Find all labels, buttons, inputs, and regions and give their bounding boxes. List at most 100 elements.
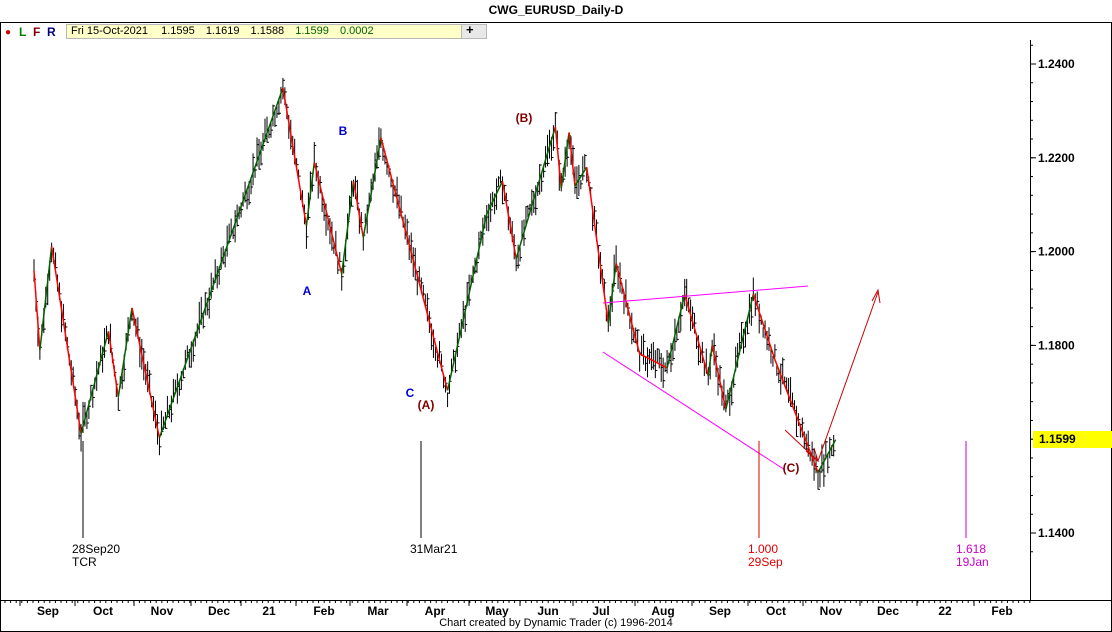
- swing-line: [39, 246, 53, 351]
- x-tick-label: Oct: [93, 604, 113, 618]
- swing-line: [585, 167, 610, 324]
- price-bars: [33, 77, 836, 490]
- readout-low: 1.1588: [250, 25, 285, 37]
- x-tick-label: Nov: [820, 604, 843, 618]
- date-label-29sep: 29Sep: [748, 555, 783, 569]
- x-tick-label: May: [485, 604, 509, 618]
- swing-line: [554, 126, 562, 189]
- time-axis: Sep Oct Nov Dec 21 Feb Mar Apr May Jun Jul Aug Sep Oc…: [4, 600, 1031, 618]
- toolbar: ● L F R: [0, 22, 1112, 40]
- price-axis-divider: [1030, 40, 1031, 600]
- swing-line: [574, 166, 588, 187]
- x-tick-label: Feb: [313, 604, 334, 618]
- x-tick-label: Mar: [367, 604, 389, 618]
- swing-line: [446, 213, 488, 391]
- swing-lines: [33, 87, 837, 473]
- projection-path: [784, 291, 879, 462]
- toolbar-f-button[interactable]: F: [33, 25, 41, 39]
- current-price-tag: 1.1599: [1033, 431, 1112, 448]
- y-tick-label: 1.2400: [1038, 57, 1075, 71]
- x-tick-label: 22: [938, 604, 952, 618]
- toolbar-r-button[interactable]: R: [47, 25, 56, 39]
- swing-line: [80, 331, 110, 434]
- date-label-19jan: 19Jan: [956, 555, 989, 569]
- swing-line: [33, 270, 41, 351]
- date-label-28sep20: 28Sep20: [72, 542, 120, 556]
- readout-high: 1.1619: [205, 25, 240, 37]
- swing-line: [131, 307, 161, 438]
- x-tick-label: Oct: [766, 604, 786, 618]
- swing-line: [282, 87, 308, 226]
- wave-label-big-c: (C): [783, 461, 800, 475]
- swing-line: [380, 137, 449, 391]
- swing-line: [683, 294, 709, 377]
- swing-line: [568, 132, 576, 187]
- lower-trendline: [602, 351, 786, 471]
- status-dot-icon[interactable]: ●: [5, 27, 12, 38]
- swing-line: [817, 439, 837, 473]
- swing-line: [107, 331, 120, 398]
- swing-line: [486, 180, 504, 215]
- upper-trendline: [602, 285, 809, 304]
- swing-line: [711, 345, 727, 410]
- chart-title: CWG_EURUSD_Daily-D: [488, 3, 624, 17]
- bar-readout: Fri 15-Oct-2021 1.1595 1.1619 1.1588 1.1…: [66, 24, 463, 39]
- swing-line: [666, 294, 686, 369]
- swing-line: [639, 353, 668, 369]
- projection-arrowhead-high: [871, 288, 881, 304]
- swing-line: [752, 294, 776, 360]
- swing-line: [501, 181, 517, 259]
- x-tick-label: Apr: [425, 604, 446, 618]
- y-tick-label: 1.1400: [1038, 526, 1075, 540]
- wave-label-c: C: [406, 386, 415, 400]
- x-tick-label: Dec: [877, 604, 899, 618]
- time-axis-divider: [0, 600, 1112, 601]
- wave-label-big-b: (B): [516, 111, 533, 125]
- swing-line: [707, 345, 713, 376]
- x-tick-label: 21: [262, 604, 276, 618]
- readout-close: 1.1599: [295, 25, 329, 37]
- swing-line: [305, 162, 316, 226]
- title-bar: CWG_EURUSD_Daily-D: [0, 0, 1112, 23]
- swing-line: [560, 132, 570, 189]
- swing-line: [352, 181, 365, 238]
- swing-line: [607, 263, 617, 324]
- swing-line: [158, 87, 284, 439]
- swing-line: [117, 307, 133, 398]
- tcr-label: TCR: [72, 555, 97, 569]
- y-tick-label: 1.1800: [1038, 338, 1075, 352]
- swing-line: [362, 171, 376, 238]
- x-tick-label: Feb: [991, 604, 1012, 618]
- x-tick-label: Dec: [208, 604, 230, 618]
- x-tick-label: Sep: [37, 604, 59, 618]
- ratio-label-1000: 1.000: [748, 542, 778, 556]
- add-icon[interactable]: +: [466, 22, 474, 37]
- readout-date: Fri 15-Oct-2021: [71, 25, 149, 37]
- projection-arrowhead-low: [805, 447, 819, 463]
- x-tick-label: Jun: [537, 604, 558, 618]
- y-tick-label: 1.2000: [1038, 245, 1075, 259]
- swing-line: [313, 162, 343, 275]
- x-tick-label: Sep: [709, 604, 731, 618]
- toolbar-l-button[interactable]: L: [19, 25, 27, 39]
- swing-line: [50, 246, 82, 434]
- wave-label-b: B: [339, 124, 348, 138]
- date-label-31mar21: 31Mar21: [410, 542, 458, 556]
- chart-credit: Chart created by Dynamic Trader (c) 1996…: [439, 617, 673, 629]
- readout-end-button[interactable]: [461, 24, 487, 39]
- ratio-label-1618: 1.618: [956, 542, 986, 556]
- y-tick-label: 1.2200: [1038, 151, 1075, 165]
- swing-line: [515, 126, 557, 259]
- x-tick-label: Aug: [651, 604, 674, 618]
- wave-label-a: A: [303, 284, 312, 298]
- swing-line: [374, 137, 382, 172]
- swing-line: [615, 263, 641, 355]
- wave-label-big-a: (A): [418, 398, 435, 412]
- swing-line: [340, 181, 355, 275]
- readout-change: 0.0002: [339, 25, 374, 37]
- pattern-overlays: [82, 285, 967, 538]
- x-tick-label: Jul: [592, 604, 609, 618]
